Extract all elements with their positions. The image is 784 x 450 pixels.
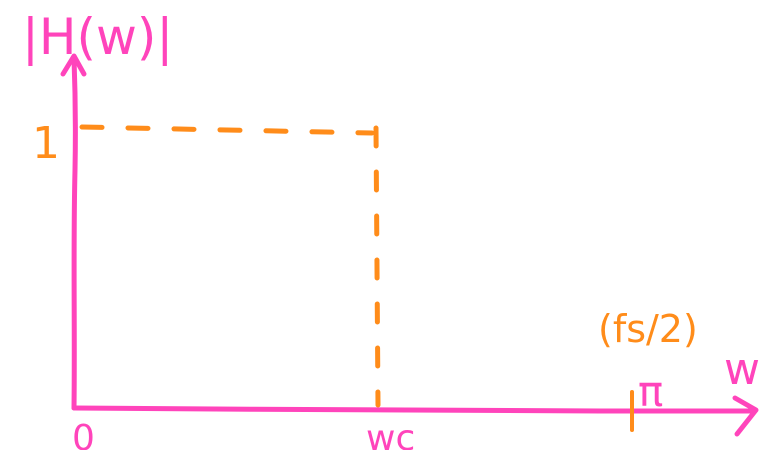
passband-dashed-level (79, 124, 375, 136)
y-axis-label: |H(w)| (22, 8, 173, 66)
x-axis-arrowhead (732, 395, 759, 437)
pi-label: π (638, 367, 663, 416)
x-axis-line (71, 405, 755, 414)
nyquist-label: (fs/2) (598, 307, 698, 351)
one-label: 1 (32, 118, 60, 169)
cutoff-label: wc (366, 418, 415, 450)
y-axis-arrowhead (60, 53, 87, 77)
x-axis-label: w (724, 344, 760, 395)
y-axis-line (71, 55, 78, 411)
cutoff-dashed-line (373, 125, 381, 408)
origin-label: 0 (72, 418, 95, 450)
